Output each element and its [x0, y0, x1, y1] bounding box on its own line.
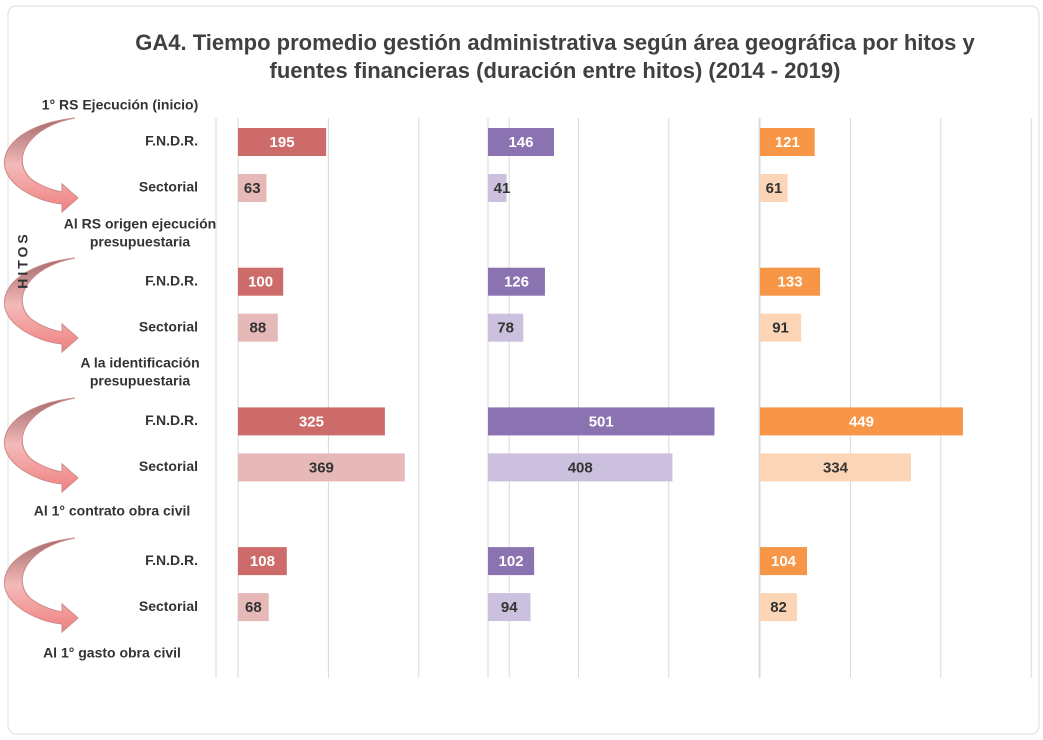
bar — [760, 453, 911, 482]
y-tick-label: F.N.D.R. — [145, 412, 198, 428]
bar — [760, 593, 798, 622]
bar — [238, 547, 287, 576]
y-axis-label: HITOS — [15, 231, 31, 289]
chart-title: fuentes financieras (duración entre hito… — [270, 58, 841, 83]
bar — [488, 267, 545, 296]
data-label: 108 — [250, 553, 275, 570]
y-tick-label: F.N.D.R. — [145, 133, 198, 149]
milestone-label: presupuestaria — [90, 373, 191, 389]
data-label: 41 — [494, 180, 511, 197]
bar — [238, 593, 269, 622]
bar — [238, 407, 385, 436]
milestone-label: Al RS origen ejecución — [64, 216, 216, 232]
bar — [488, 547, 535, 576]
y-tick-label: Sectorial — [139, 598, 198, 614]
data-label: 88 — [250, 320, 267, 337]
bar — [488, 453, 673, 482]
bar — [488, 313, 524, 342]
bar — [760, 267, 821, 296]
data-label: 126 — [504, 274, 529, 291]
data-label: 408 — [568, 459, 593, 476]
data-label: 100 — [248, 274, 273, 291]
data-label: 449 — [849, 413, 874, 430]
bar — [488, 407, 715, 436]
data-label: 334 — [823, 459, 849, 476]
data-label: 104 — [771, 553, 797, 570]
bar — [238, 128, 327, 156]
bar — [488, 593, 531, 622]
bar — [760, 313, 802, 342]
bar — [238, 267, 284, 296]
data-label: 68 — [245, 599, 262, 616]
data-label: 133 — [778, 274, 803, 291]
y-tick-label: Sectorial — [139, 458, 198, 474]
data-label: 63 — [244, 180, 261, 197]
data-label: 61 — [766, 180, 783, 197]
y-tick-label: Sectorial — [139, 318, 198, 334]
y-tick-label: F.N.D.R. — [145, 552, 198, 568]
data-label: 325 — [299, 413, 324, 430]
y-tick-label: Sectorial — [139, 179, 198, 195]
bar — [760, 407, 963, 436]
data-label: 102 — [499, 553, 524, 570]
data-label: 369 — [309, 459, 334, 476]
data-label: 195 — [270, 134, 295, 151]
data-label: 82 — [770, 599, 787, 616]
chart-title: GA4. Tiempo promedio gestión administrat… — [135, 30, 975, 55]
milestone-label: presupuestaria — [90, 234, 191, 250]
data-label: 94 — [501, 599, 518, 616]
milestone-label: Al 1° contrato obra civil — [34, 503, 191, 519]
milestone-label: 1° RS Ejecución (inicio) — [42, 97, 199, 113]
bar — [760, 128, 815, 156]
data-label: 146 — [508, 134, 533, 151]
bar — [238, 313, 278, 342]
data-label: 501 — [589, 413, 614, 430]
bar — [488, 128, 554, 156]
bar — [488, 174, 507, 202]
milestone-label: Al 1° gasto obra civil — [43, 645, 181, 661]
y-tick-label: F.N.D.R. — [145, 272, 198, 288]
bar — [760, 174, 788, 202]
data-label: 121 — [775, 134, 800, 151]
data-label: 91 — [772, 320, 789, 337]
data-label: 78 — [497, 320, 514, 337]
bar — [238, 453, 405, 482]
bar — [238, 174, 267, 202]
bar — [760, 547, 808, 576]
milestone-label: A la identificación — [80, 355, 199, 371]
